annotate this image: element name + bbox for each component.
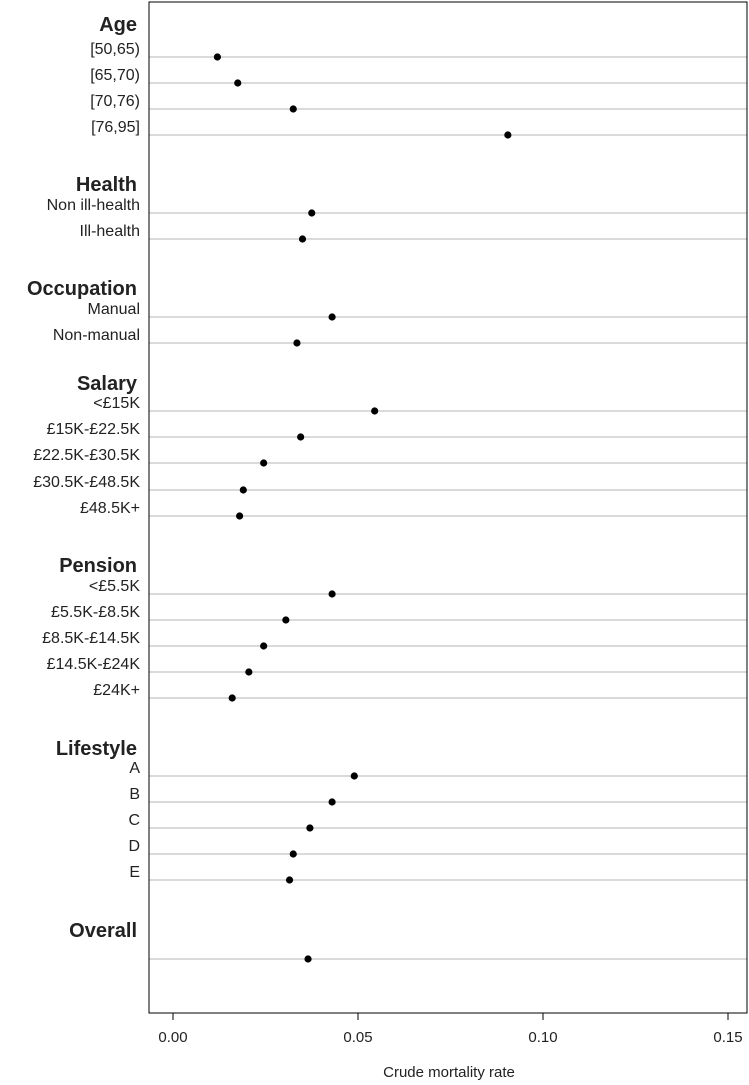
data-points	[213, 53, 512, 963]
row-label: £8.5K-£14.5K	[42, 630, 140, 647]
data-point	[289, 850, 297, 858]
group-header: Occupation	[27, 278, 137, 300]
data-point	[282, 616, 290, 624]
group-header: Overall	[69, 920, 137, 942]
row-label: £15K-£22.5K	[47, 421, 141, 438]
data-point	[260, 459, 268, 467]
row-label: £14.5K-£24K	[47, 656, 141, 673]
data-point	[504, 131, 512, 139]
row-label: E	[129, 864, 140, 881]
group-header: Lifestyle	[56, 738, 137, 760]
row-label: A	[129, 760, 140, 777]
row-label: [76,95]	[91, 119, 140, 136]
row-label: Manual	[88, 301, 140, 318]
data-point	[285, 876, 294, 884]
group-header: Health	[76, 174, 137, 196]
data-point	[239, 486, 247, 494]
row-label: D	[128, 838, 140, 855]
x-tick-label: 0.15	[713, 1029, 742, 1046]
data-point	[304, 955, 312, 963]
data-point	[328, 590, 336, 598]
row-label: [50,65)	[90, 41, 140, 58]
data-point	[328, 313, 336, 321]
data-point	[236, 512, 244, 520]
row-label: <£5.5K	[89, 578, 140, 595]
row-label: £30.5K-£48.5K	[33, 474, 140, 491]
data-point	[289, 105, 297, 113]
data-point	[260, 642, 268, 650]
row-label: [65,70)	[90, 67, 140, 84]
data-point	[228, 694, 236, 702]
row-label: B	[129, 786, 140, 803]
group-header: Age	[99, 14, 137, 36]
row-label: £48.5K+	[80, 500, 140, 517]
data-point	[298, 235, 307, 243]
data-point	[213, 53, 221, 61]
data-point	[308, 209, 316, 217]
group-header: Salary	[77, 373, 138, 395]
row-label: Ill-health	[80, 223, 140, 240]
row-label: [70,76)	[90, 93, 140, 110]
data-point	[245, 668, 253, 676]
group-header: Pension	[59, 555, 137, 577]
row-labels: Age[50,65)[65,70)[70,76)[76,95]HealthNon…	[27, 14, 140, 942]
data-point	[306, 824, 314, 832]
x-tick-label: 0.05	[343, 1029, 372, 1046]
row-label: C	[128, 812, 140, 829]
data-point	[297, 433, 305, 441]
row-label: Non-manual	[53, 327, 140, 344]
x-axis: 0.00 0.05 0.10 0.15	[158, 1013, 743, 1046]
row-label: <£15K	[93, 395, 140, 412]
data-point	[293, 339, 301, 347]
row-label: £24K+	[93, 682, 140, 699]
plot-frame	[148, 1, 748, 1014]
data-point	[350, 772, 358, 780]
data-point	[234, 79, 242, 87]
x-axis-label: Crude mortality rate	[383, 1064, 515, 1081]
row-label: £5.5K-£8.5K	[51, 604, 140, 621]
data-point	[371, 407, 379, 415]
row-label: £22.5K-£30.5K	[33, 447, 140, 464]
row-label: Non ill-health	[47, 197, 140, 214]
x-tick-label: 0.10	[528, 1029, 557, 1046]
x-tick-label: 0.00	[158, 1029, 187, 1046]
data-point	[328, 798, 336, 806]
row-reference-lines	[149, 56, 747, 960]
